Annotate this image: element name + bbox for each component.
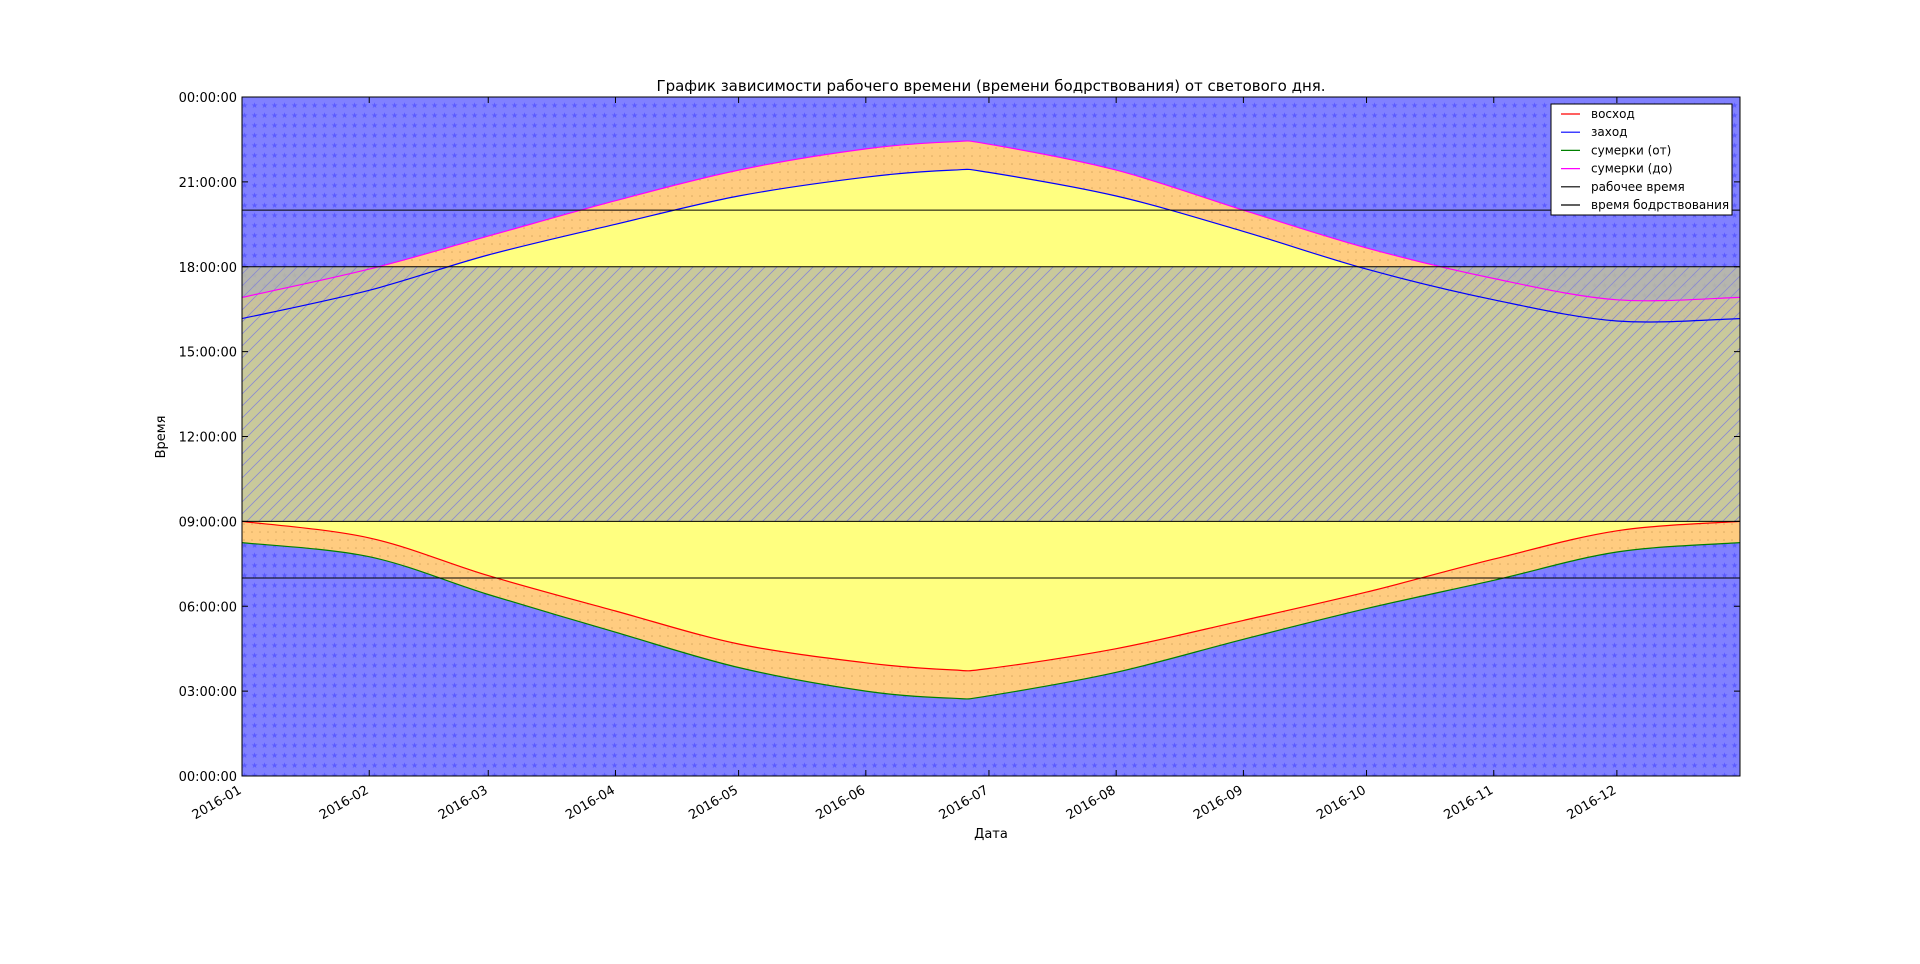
work-hatch <box>242 266 1740 522</box>
series-line-4 <box>242 140 1740 302</box>
y-tick-label: 00:00:00 <box>179 770 237 785</box>
x-tick-label: 2016-06 <box>814 783 869 823</box>
legend: восход заход сумерки (от) сумерки (до) рабоч… <box>1550 103 1733 216</box>
x-tick-label: 2016-10 <box>1314 783 1369 823</box>
legend-label: восход <box>1591 107 1635 121</box>
legend-label: заход <box>1591 125 1627 139</box>
legend-label: рабочее время <box>1591 180 1685 194</box>
y-tick-label: 06:00:00 <box>179 600 237 615</box>
series-line-2 <box>242 168 1740 323</box>
x-tick-label: 2016-02 <box>317 783 372 823</box>
y-tick-label: 12:00:00 <box>179 431 237 446</box>
y-tick-label: 15:00:00 <box>179 346 237 361</box>
legend-label: сумерки (от) <box>1591 143 1671 157</box>
plot-area <box>242 97 1740 776</box>
legend-box <box>1550 103 1733 216</box>
x-tick-label: 2016-12 <box>1565 783 1620 823</box>
x-tick-label: 2016-08 <box>1064 783 1119 823</box>
y-axis-label: Время <box>154 416 169 459</box>
series-line-3 <box>242 542 1740 700</box>
y-axis: 00:00:00 03:00:00 06:00:00 09:00:00 12:00:00… <box>179 91 1740 785</box>
y-tick-label: 21:00:00 <box>179 176 237 191</box>
x-tick-label: 2016-07 <box>937 783 992 823</box>
y-tick-label: 03:00:00 <box>179 685 237 700</box>
x-axis-label: Дата <box>974 827 1008 842</box>
x-tick-label: 2016-04 <box>563 783 618 823</box>
x-tick-label: 2016-01 <box>190 783 245 823</box>
series-line-1 <box>242 520 1740 672</box>
series-lines <box>242 140 1740 700</box>
x-tick-label: 2016-05 <box>686 783 741 823</box>
x-tick-label: 2016-03 <box>436 783 491 823</box>
y-tick-label: 18:00:00 <box>179 261 237 276</box>
y-tick-label: 09:00:00 <box>179 515 237 530</box>
legend-label: время бодрствования <box>1591 198 1729 212</box>
chart-title: График зависимости рабочего времени (вре… <box>656 77 1325 95</box>
legend-label: сумерки (до) <box>1591 162 1673 176</box>
x-tick-label: 2016-09 <box>1191 783 1246 823</box>
x-tick-label: 2016-11 <box>1441 783 1496 823</box>
y-tick-label: 00:00:00 <box>179 91 237 106</box>
